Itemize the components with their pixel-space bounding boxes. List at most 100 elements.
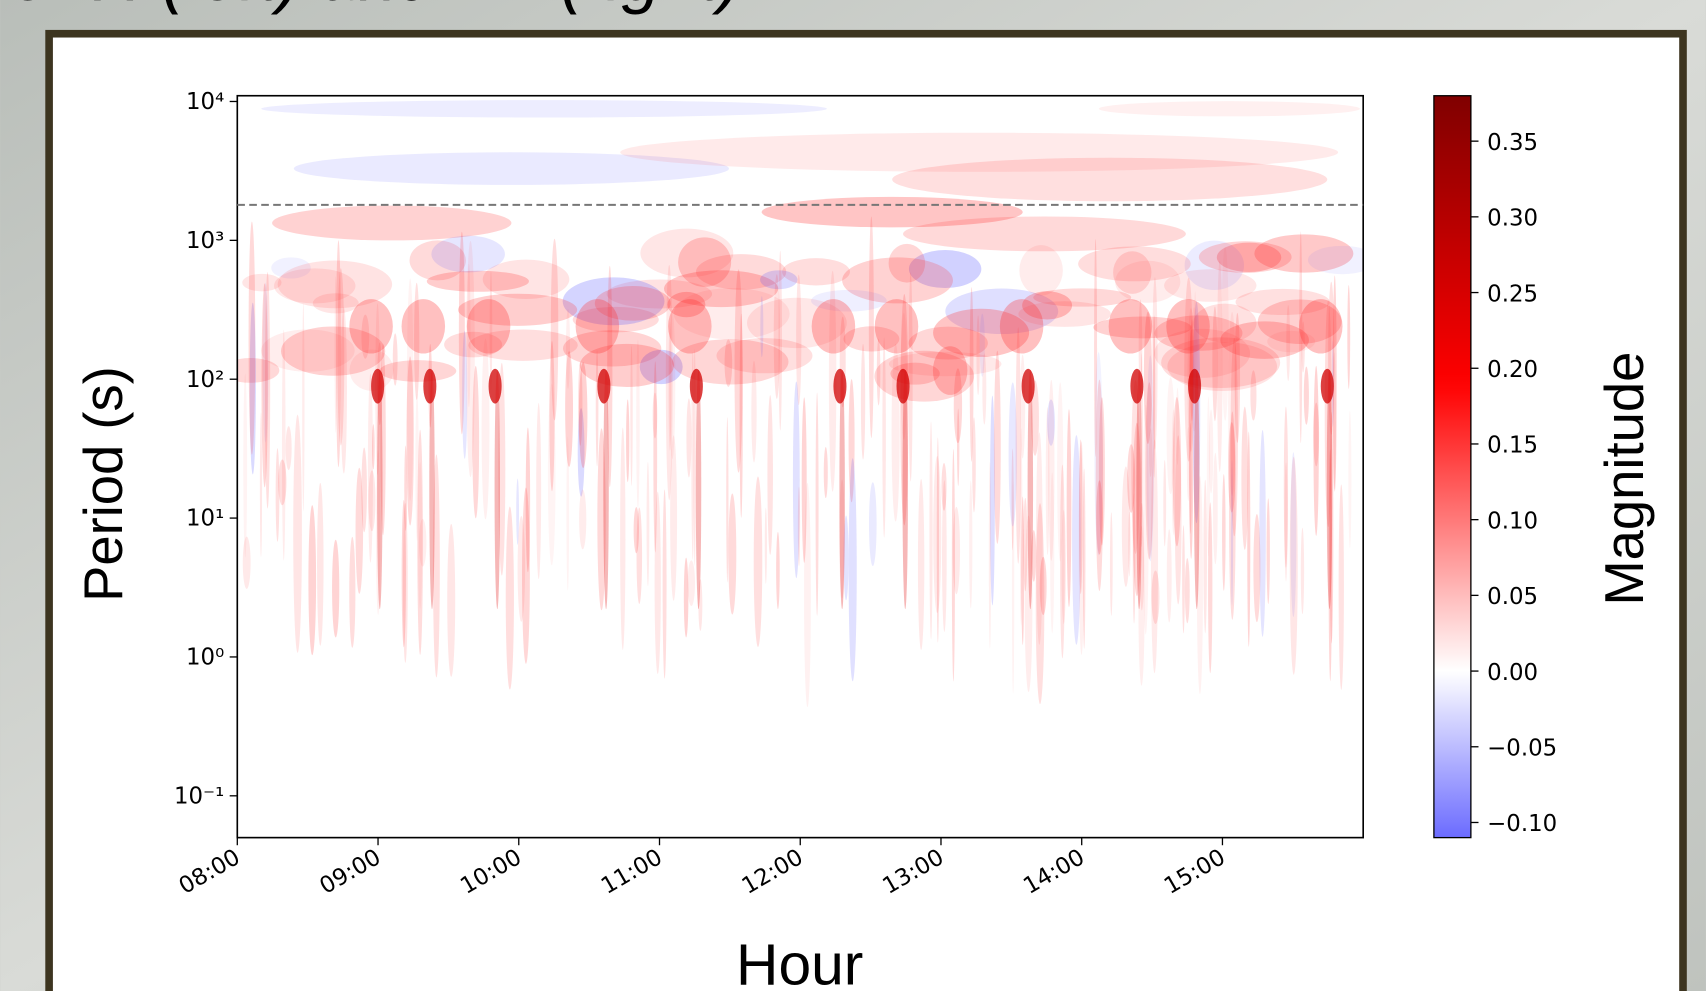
texture-blob (372, 424, 375, 470)
texture-blob (815, 392, 819, 616)
texture-blob (1098, 397, 1105, 546)
texture-blob (1098, 101, 1360, 117)
texture-blob (1290, 452, 1297, 618)
texture-blob (957, 408, 960, 486)
texture-blob (1115, 260, 1181, 303)
texture-blob (1153, 315, 1156, 478)
texture-blob (1189, 423, 1192, 534)
texture-blob (1216, 242, 1282, 273)
texture-blob (620, 427, 626, 650)
texture-blob (848, 379, 855, 503)
scalogram (237, 100, 1364, 708)
texture-blob (942, 480, 947, 632)
texture-blob (1121, 466, 1131, 587)
texture-blob (334, 276, 337, 433)
texture-blob (953, 368, 963, 444)
colorbar-label: Magnitude (1594, 352, 1655, 606)
texture-blob (275, 448, 280, 542)
texture-blob (891, 343, 900, 522)
texture-blob (481, 338, 490, 520)
x-axis-label: Hour (736, 932, 863, 991)
texture-blob (488, 368, 502, 404)
texture-blob (377, 369, 383, 610)
texture-blob (976, 315, 980, 396)
texture-blob (243, 373, 248, 558)
texture-blob (317, 482, 324, 646)
texture-blob (843, 326, 900, 352)
texture-blob (375, 450, 381, 615)
texture-blob (575, 299, 620, 354)
texture-blob (903, 216, 1186, 252)
texture-blob (1286, 305, 1291, 382)
texture-blob (1132, 422, 1142, 597)
texture-blob (843, 515, 849, 601)
texture-blob (262, 282, 269, 443)
texture-blob (672, 339, 789, 385)
texture-blob (1166, 377, 1175, 495)
texture-blob (691, 351, 695, 560)
texture-blob (1329, 411, 1334, 644)
texture-blob (1188, 368, 1202, 404)
texture-blob (1094, 352, 1103, 556)
texture-blob (293, 414, 302, 653)
texture-blob (1208, 409, 1214, 494)
texture-blob (1230, 459, 1234, 606)
texture-blob (549, 341, 555, 492)
texture-blob (683, 557, 689, 638)
texture-blob (1031, 380, 1039, 456)
texture-blob (237, 358, 280, 383)
y-axis-label: Period (s) (73, 366, 134, 602)
texture-blob (466, 299, 511, 354)
texture-blob (908, 250, 982, 289)
texture-blob (669, 310, 676, 460)
texture-blob (1196, 475, 1203, 694)
texture-blob (522, 487, 530, 664)
texture-blob (1347, 285, 1351, 389)
texture-blob (1222, 474, 1226, 591)
texture-blob (728, 493, 737, 615)
texture-blob (1094, 239, 1098, 457)
texture-blob (466, 240, 475, 478)
texture-blob (1108, 299, 1153, 354)
y-tick-label: 10⁻¹ (174, 783, 224, 809)
texture-blob (1093, 316, 1192, 339)
colorbar-tick-label: 0.10 (1487, 508, 1538, 534)
texture-blob (1132, 493, 1136, 624)
texture-blob (278, 459, 287, 506)
texture-blob (686, 398, 692, 478)
texture-blob (468, 329, 578, 361)
colorbar-tick-label: −0.10 (1487, 811, 1557, 837)
texture-blob (1313, 402, 1320, 467)
texture-blob (335, 240, 341, 468)
texture-blob (929, 421, 933, 640)
y-tick-label: 10¹ (186, 506, 224, 532)
colorbar-tick-label: −0.05 (1487, 735, 1557, 761)
texture-blob (562, 277, 665, 326)
texture-blob (1338, 484, 1344, 690)
texture-blob (566, 436, 570, 591)
texture-blob (1146, 355, 1155, 562)
texture-blob (1235, 288, 1330, 316)
texture-blob (565, 351, 574, 467)
texture-blob (1220, 321, 1309, 359)
texture-blob (782, 258, 850, 286)
texture-blob (839, 479, 845, 599)
texture-blob (999, 299, 1044, 354)
texture-blob (698, 579, 703, 631)
texture-blob (472, 365, 480, 519)
texture-blob (458, 231, 465, 435)
texture-blob (1229, 411, 1236, 620)
texture-blob (1138, 526, 1145, 686)
texture-blob (1171, 409, 1175, 536)
texture-blob (337, 268, 345, 446)
texture-blob (603, 369, 609, 610)
texture-blob (1184, 558, 1190, 624)
colorbar-tick-label: 0.35 (1487, 130, 1538, 156)
texture-blob (1313, 365, 1319, 536)
texture-blob (1145, 382, 1154, 560)
texture-blob (1131, 380, 1140, 554)
texture-blob (753, 476, 763, 648)
texture-blob (653, 361, 658, 553)
texture-blob (482, 259, 570, 299)
texture-blob (1142, 404, 1149, 635)
